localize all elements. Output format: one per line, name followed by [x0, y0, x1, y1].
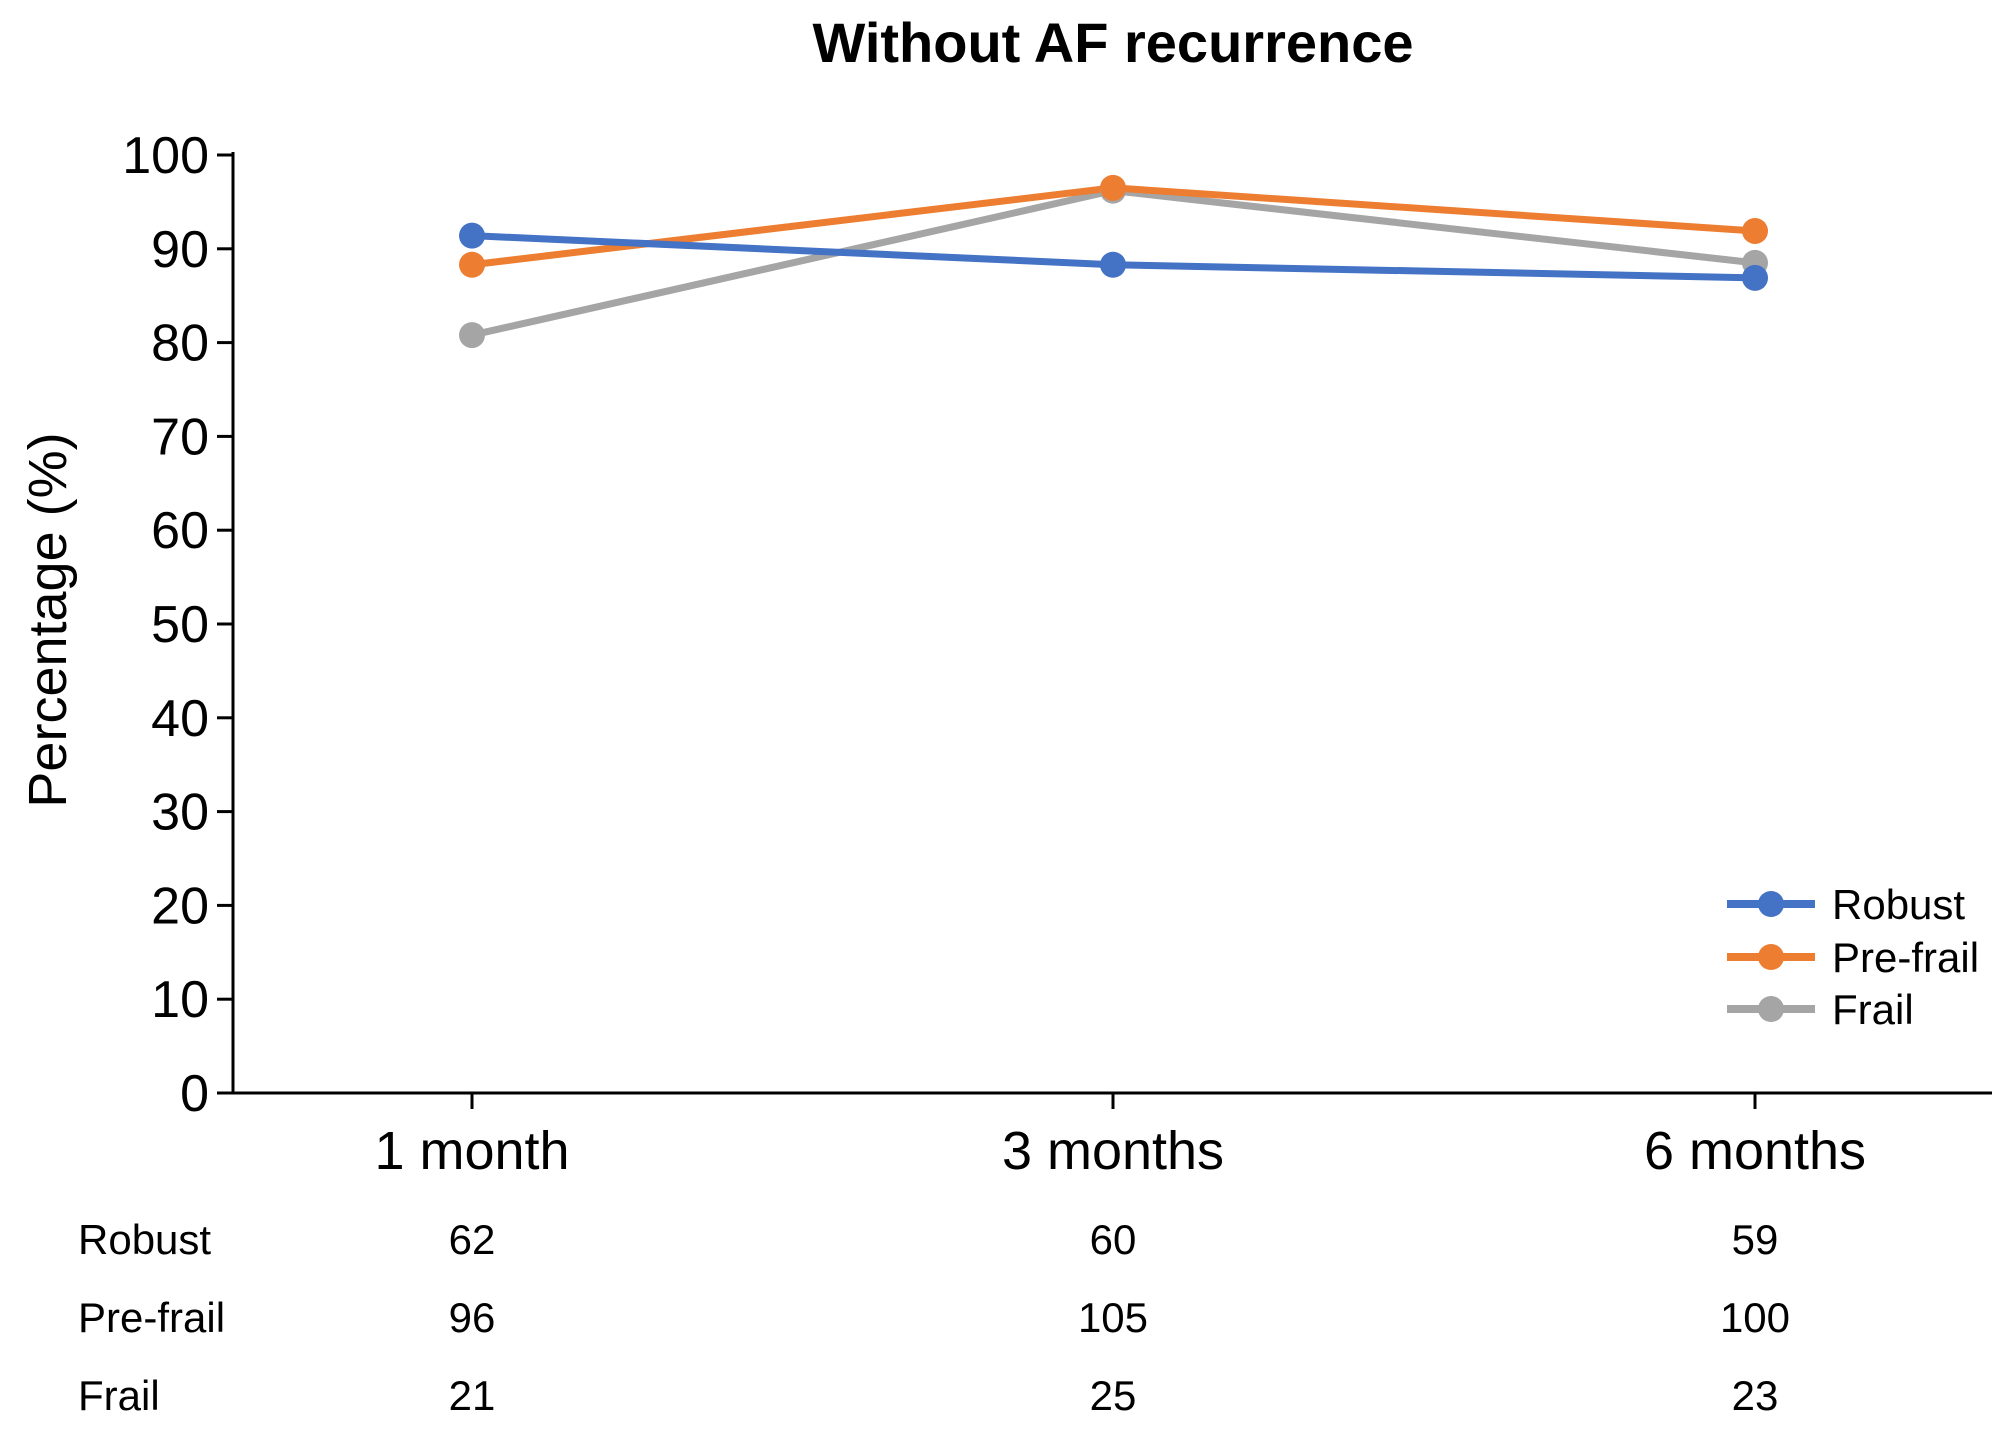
n-table: Robust 62 60 59 Pre-frail 96 105 100 Frail 21 25 23 [78, 1216, 1790, 1419]
series-group [459, 174, 1768, 349]
y-tick-label: 60 [151, 502, 209, 560]
legend-swatch-marker [1758, 891, 1784, 917]
n-table-cell: 21 [449, 1372, 496, 1419]
y-tick-label: 40 [151, 690, 209, 748]
y-tick-label: 70 [151, 408, 209, 466]
data-point-robust [1100, 251, 1126, 278]
n-table-row-label: Frail [78, 1372, 160, 1419]
x-tick-label: 6 months [1644, 1121, 1866, 1181]
y-tick-label: 90 [151, 221, 209, 279]
y-tick-label: 10 [151, 971, 209, 1029]
x-tick-label: 1 month [374, 1121, 569, 1181]
data-point-pre-frail [1100, 174, 1126, 201]
legend-label: Pre-frail [1832, 934, 1979, 981]
chart-title: Without AF recurrence [812, 11, 1413, 74]
y-ticks: 0 10 20 30 40 50 60 70 80 90 100 [122, 127, 233, 1123]
legend: Robust Pre-frail Frail [1727, 881, 1979, 1033]
data-point-pre-frail [1742, 217, 1768, 244]
y-tick-label: 20 [151, 877, 209, 935]
n-table-cell: 60 [1090, 1216, 1137, 1263]
n-table-row-label: Pre-frail [78, 1294, 225, 1341]
n-table-cell: 100 [1720, 1294, 1790, 1341]
y-tick-label: 100 [122, 127, 209, 185]
legend-label: Robust [1832, 881, 1965, 928]
y-tick-label: 80 [151, 315, 209, 373]
n-table-cell: 62 [449, 1216, 496, 1263]
n-table-cell: 96 [449, 1294, 496, 1341]
n-table-cell: 59 [1732, 1216, 1779, 1263]
legend-swatch-marker [1758, 996, 1784, 1022]
data-point-robust [459, 222, 485, 249]
y-tick-label: 0 [180, 1065, 209, 1123]
n-table-row-label: Robust [78, 1216, 211, 1263]
x-ticks: 1 month 3 months 6 months [374, 1093, 1866, 1181]
legend-swatch-marker [1758, 944, 1784, 970]
data-point-frail [459, 322, 485, 349]
data-point-pre-frail [459, 251, 485, 278]
x-tick-label: 3 months [1002, 1121, 1224, 1181]
legend-label: Frail [1832, 986, 1914, 1033]
n-table-cell: 23 [1732, 1372, 1779, 1419]
n-table-cell: 25 [1090, 1372, 1137, 1419]
data-point-robust [1742, 264, 1768, 291]
y-axis-label: Percentage (%) [18, 432, 78, 807]
n-table-cell: 105 [1078, 1294, 1148, 1341]
y-tick-label: 50 [151, 596, 209, 654]
y-tick-label: 30 [151, 784, 209, 842]
